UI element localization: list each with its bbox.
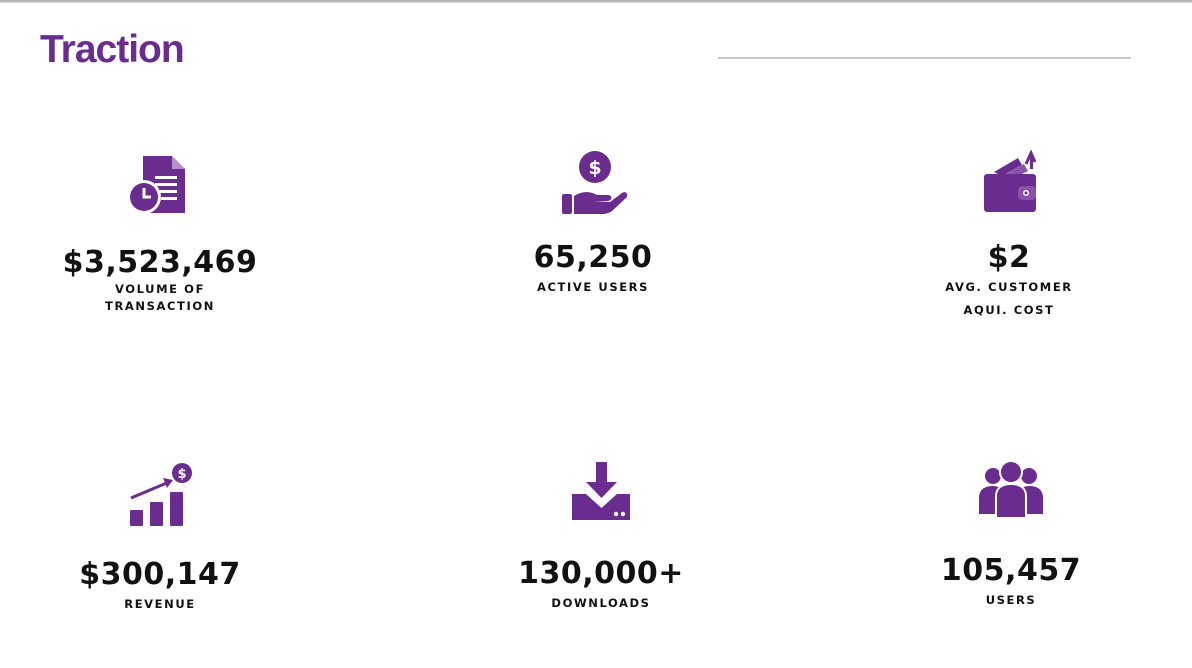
svg-text:$: $ [177,467,186,482]
stat-value: $3,523,469 [62,245,258,280]
hand-coin-icon: $ [433,148,753,228]
stat-value: 105,457 [940,553,1082,588]
top-edge-bar [0,0,1192,3]
document-clock-icon [0,150,320,230]
stat-label-line: DOWNLOADS [551,596,651,610]
svg-text:$: $ [588,157,601,179]
stat-label-line: REVENUE [124,597,196,611]
header-divider [718,57,1131,59]
revenue-growth-icon: $ [0,462,320,542]
stat-active-users: $ 65,250 ACTIVE USERS [433,148,753,299]
stat-avg-customer-acquisition-cost: $2 AVG. CUSTOMER AQUI. COST [849,148,1169,322]
stat-label-line: VOLUME OF [114,282,206,296]
stat-users: 105,457 USERS [851,458,1171,612]
stat-label-line: AQUI. COST [963,303,1055,317]
stat-value: $300,147 [79,557,241,592]
stat-label-line: USERS [985,593,1037,607]
stat-downloads: 130,000+ DOWNLOADS [441,458,761,615]
download-icon [441,458,761,538]
stat-value: 130,000+ [518,556,684,591]
stat-volume-of-transaction: $3,523,469 VOLUME OF TRANSACTION [0,150,320,315]
stat-label-line: TRANSACTION [105,299,215,313]
wallet-icon [849,148,1169,228]
slide-title: Traction [40,28,185,71]
stat-revenue: $ $300,147 REVENUE [0,462,320,616]
stat-label-line: ACTIVE USERS [536,280,650,294]
users-group-icon [851,458,1171,538]
stat-value: 65,250 [533,240,653,275]
stat-label-line: AVG. CUSTOMER [945,280,1073,294]
stat-value: $2 [987,240,1031,275]
